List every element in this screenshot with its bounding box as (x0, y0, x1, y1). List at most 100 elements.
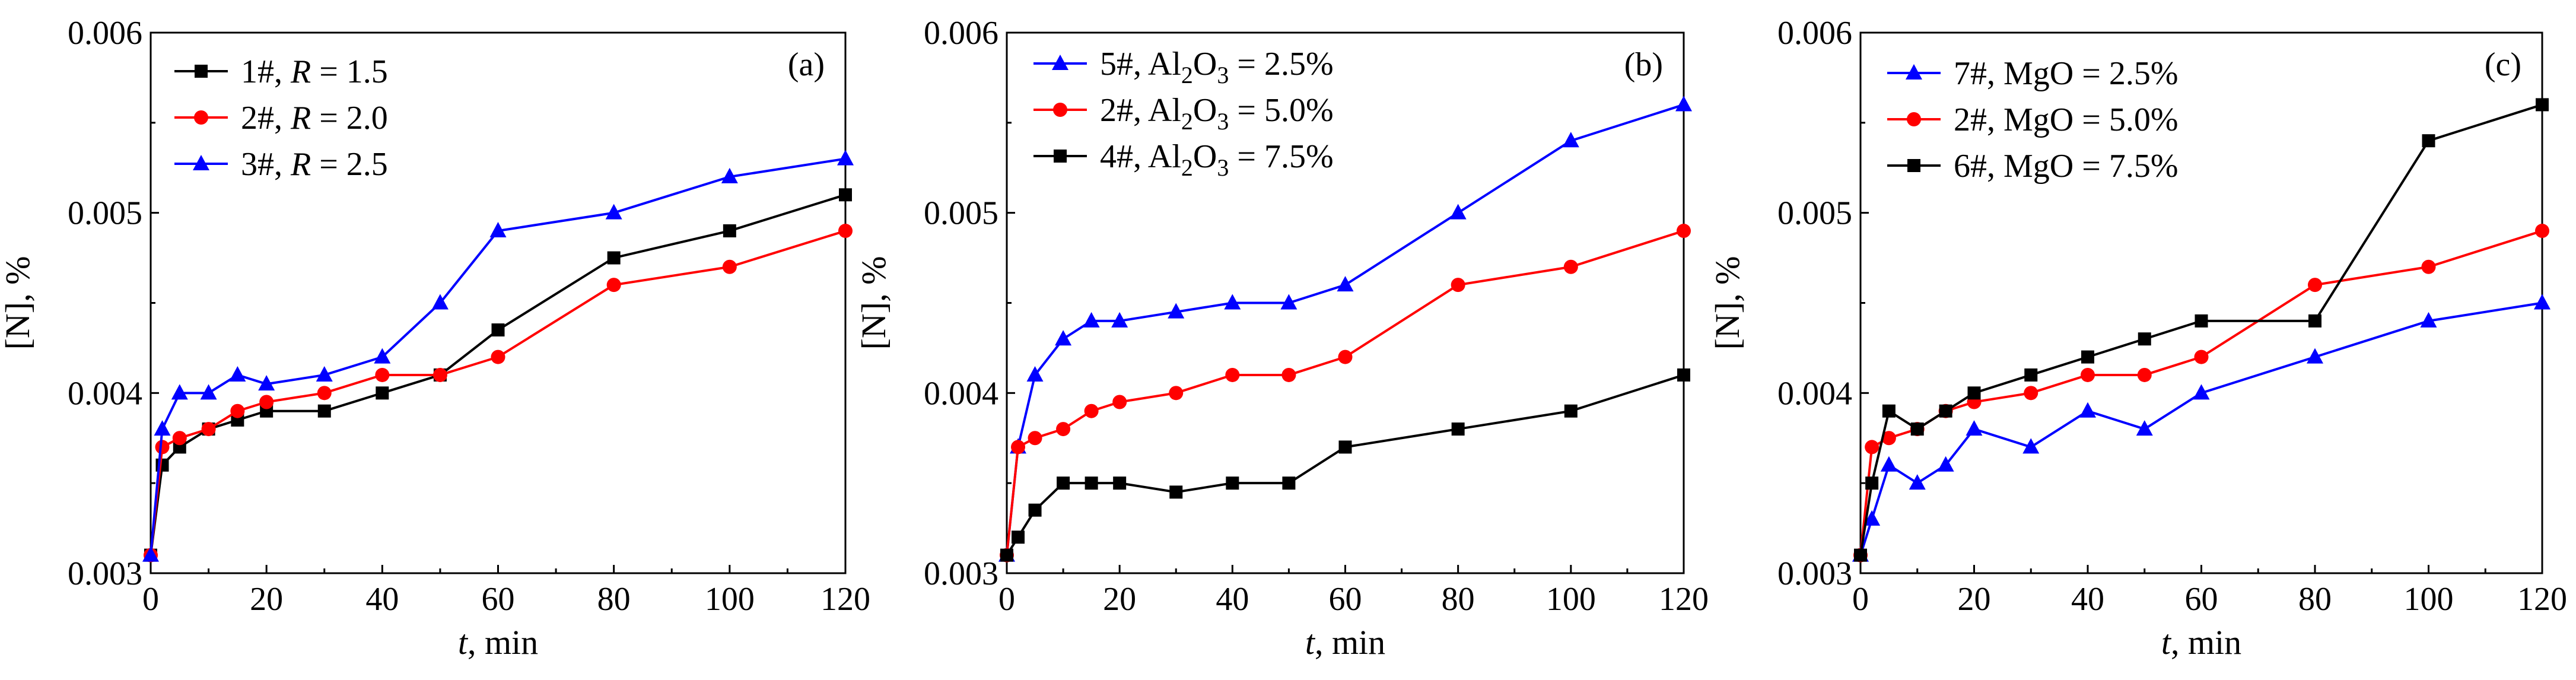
data-point (2422, 134, 2435, 148)
legend-text-part: 7#, MgO = 2.5% (1954, 55, 2178, 92)
panel-label: (b) (1624, 46, 1663, 83)
y-tick-label: 0.006 (1777, 15, 1852, 52)
legend-text-part: O (1193, 46, 1217, 82)
legend-text-part: 4#, Al (1100, 138, 1181, 175)
data-point (317, 386, 332, 401)
x-tick-label: 60 (482, 581, 515, 618)
data-point (1084, 403, 1099, 418)
data-point (258, 375, 275, 391)
series-3 (142, 150, 854, 562)
x-axis-title-unit: , min (468, 623, 538, 662)
data-point (1226, 476, 1239, 490)
data-point (1011, 440, 1026, 455)
data-point (2136, 420, 2153, 436)
data-point (230, 403, 245, 418)
x-axis-title: t, min (1305, 623, 1385, 662)
legend-label: 7#, MgO = 2.5% (1954, 55, 2178, 92)
legend-item-2: 2#, R = 2.0 (174, 100, 388, 136)
data-point (1939, 404, 1952, 418)
legend-subscript: 2 (1181, 62, 1193, 88)
data-point (607, 251, 621, 265)
legend-item-1: 1#, R = 1.5 (174, 53, 388, 90)
series-2 (144, 224, 853, 563)
series-1 (144, 188, 852, 562)
y-tick-label: 0.004 (924, 375, 998, 412)
data-point (375, 367, 390, 382)
data-point (1966, 420, 1983, 436)
legend-var: R (290, 53, 311, 90)
data-point (1085, 476, 1098, 490)
legend-marker (1052, 55, 1068, 70)
legend-text-part: = 2.0 (311, 100, 388, 136)
x-tick-label: 0 (1852, 581, 1869, 618)
legend-subscript: 2 (1181, 154, 1193, 181)
x-tick-label: 0 (142, 581, 159, 618)
data-point (1937, 456, 1954, 472)
series-3 (1000, 368, 1690, 562)
legend-label: 4#, Al2O3 = 7.5% (1100, 138, 1334, 181)
data-point (1168, 303, 1185, 319)
y-axis-title: [N], % (854, 256, 893, 350)
legend-label: 2#, Al2O3 = 5.0% (1100, 92, 1334, 135)
legend-item-3: 3#, R = 2.5 (174, 146, 388, 183)
legend-label: 6#, MgO = 7.5% (1954, 148, 2178, 185)
x-tick-label: 40 (365, 581, 399, 618)
data-point (432, 367, 447, 382)
data-point (142, 546, 159, 562)
y-axis-title: [N], % (1708, 256, 1747, 350)
legend-text-part: 5#, Al (1100, 46, 1181, 82)
data-point (2081, 350, 2094, 364)
y-tick-label: 0.005 (1777, 195, 1852, 232)
data-point (723, 224, 736, 238)
x-tick-label: 20 (1958, 581, 1991, 618)
data-point (1057, 476, 1070, 490)
data-point (1880, 456, 1897, 472)
legend-subscript: 3 (1217, 62, 1229, 88)
series-line (1006, 374, 1684, 556)
legend-var: R (290, 146, 311, 183)
data-point (2081, 367, 2095, 382)
x-tick-label: 100 (705, 581, 755, 618)
data-point (2137, 367, 2152, 382)
legend-text-part: 2#, (241, 100, 291, 136)
data-point (1111, 312, 1128, 328)
data-point (839, 188, 852, 202)
data-point (200, 384, 217, 400)
x-axis-title: t, min (2161, 623, 2241, 662)
data-point (1865, 440, 1879, 455)
x-tick-label: 40 (2071, 581, 2104, 618)
y-tick-label: 0.003 (1777, 555, 1852, 592)
data-point (1012, 530, 1025, 544)
data-point (2536, 98, 2549, 112)
panel-label: (a) (788, 46, 825, 83)
data-point (1562, 132, 1579, 148)
data-point (721, 167, 738, 183)
legend-marker (1906, 64, 1922, 80)
chart-panel-2: 0 20 40 60 80 100 120 0.003 0.004 0.005 0.006 t, mi… (854, 15, 1709, 662)
data-point (1338, 349, 1353, 364)
data-point (1026, 366, 1044, 382)
data-point (1112, 395, 1127, 409)
legend-label: 5#, Al2O3 = 2.5% (1100, 46, 1334, 88)
data-point (605, 204, 622, 220)
data-point (171, 384, 188, 400)
legend-marker (193, 155, 209, 170)
data-point (376, 386, 389, 400)
data-point (316, 366, 333, 382)
legend-item-3: 6#, MgO = 7.5% (1887, 148, 2178, 185)
data-point (606, 278, 621, 293)
y-tick-label: 0.003 (924, 555, 998, 592)
data-point (1909, 474, 1926, 490)
y-tick-label: 0.006 (924, 15, 998, 52)
legend-marker (195, 65, 208, 78)
data-point (2195, 314, 2208, 328)
x-tick-label: 120 (820, 581, 870, 618)
x-axis-title-var: t (1305, 623, 1316, 662)
x-axis-title-unit: , min (1315, 623, 1385, 662)
series-3 (1854, 98, 2549, 562)
x-tick-label: 0 (998, 581, 1015, 618)
data-point (1337, 276, 1354, 292)
data-point (374, 348, 391, 364)
series-2 (1000, 224, 1691, 563)
